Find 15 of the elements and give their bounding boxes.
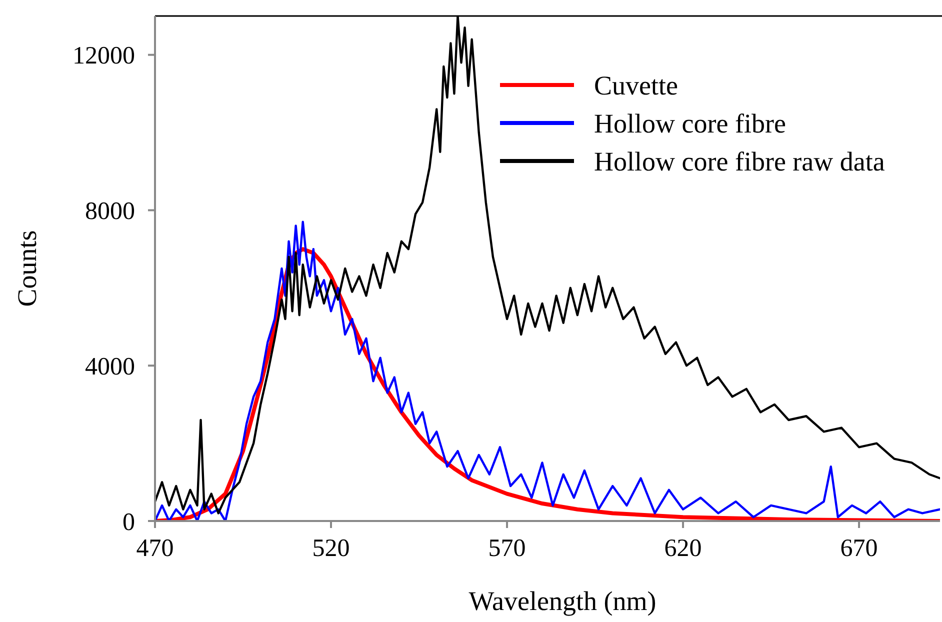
legend-label: Hollow core fibre raw data xyxy=(594,146,885,176)
x-axis-title: Wavelength (nm) xyxy=(468,586,656,616)
legend-label: Cuvette xyxy=(594,70,678,100)
y-tick-label: 4000 xyxy=(85,353,135,380)
x-tick-label: 470 xyxy=(136,535,174,562)
y-tick-label: 0 xyxy=(122,508,135,536)
legend-label: Hollow core fibre xyxy=(594,108,786,138)
x-tick-label: 670 xyxy=(840,535,878,562)
y-tick-label: 8000 xyxy=(85,198,135,225)
x-tick-label: 620 xyxy=(664,535,702,562)
x-tick-label: 570 xyxy=(488,535,526,562)
line-series xyxy=(155,16,940,514)
y-axis-title: Counts xyxy=(12,230,42,307)
x-tick-label: 520 xyxy=(312,535,350,562)
y-tick-label: 12000 xyxy=(72,42,135,70)
